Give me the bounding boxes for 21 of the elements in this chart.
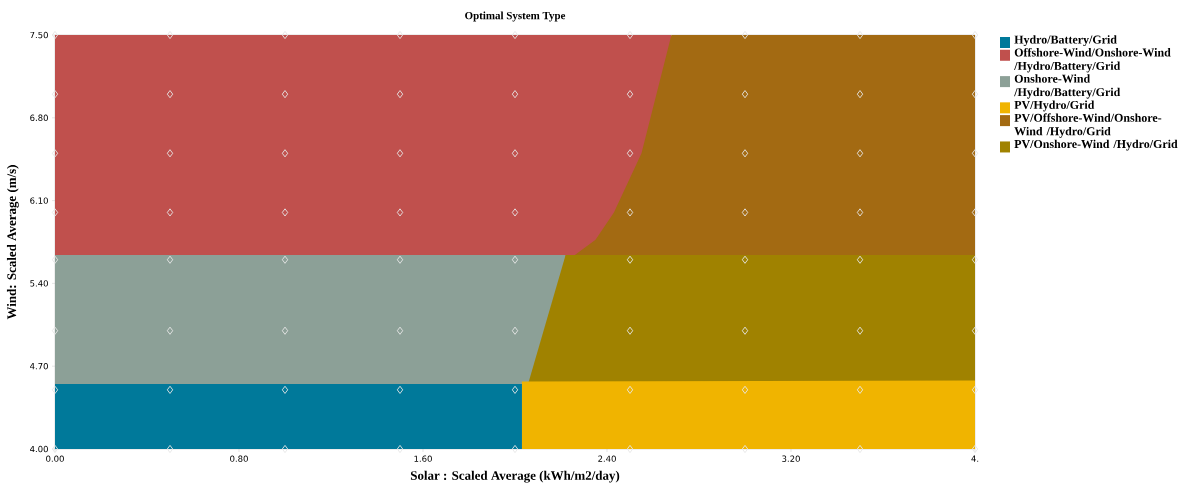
x-tick-label: 1.60 bbox=[414, 455, 432, 462]
legend-label: Offshore-Wind/Onshore-Wind /Hydro/Battery/Grid bbox=[1014, 47, 1171, 73]
legend-label: Hydro/Battery/Grid bbox=[1014, 35, 1117, 47]
legend-label: PV/Hydro/Grid bbox=[1014, 100, 1095, 112]
y-tick-label: 4.70 bbox=[30, 363, 48, 370]
y-axis-title: Wind: Scaled Average (m/s) bbox=[6, 165, 19, 320]
legend-label: PV/Onshore-Wind /Hydro/Grid bbox=[1014, 139, 1178, 151]
legend-label: PV/Offshore-Wind/Onshore-Wind /Hydro/Grid bbox=[1014, 113, 1162, 138]
chart-title: Optimal System Type bbox=[465, 11, 566, 22]
x-tick-label: 0.00 bbox=[46, 455, 64, 462]
x-tick-label: 2.40 bbox=[598, 455, 616, 462]
y-tick-label: 7.50 bbox=[30, 31, 48, 39]
y-tick-label: 6.80 bbox=[30, 114, 48, 121]
y-tick-label: 4.00 bbox=[30, 445, 48, 453]
y-tick-label: 5.40 bbox=[30, 280, 48, 287]
x-axis-title: Solar : Scaled Average (kWh/m2/day) bbox=[410, 470, 620, 483]
x-tick-label: 3.20 bbox=[782, 455, 800, 462]
x-tick-label: 4. bbox=[971, 455, 979, 462]
legend-label: Onshore-Wind /Hydro/Battery/Grid bbox=[1014, 74, 1121, 99]
y-tick-label: 6.10 bbox=[30, 197, 48, 204]
x-tick-label: 0.80 bbox=[230, 455, 248, 462]
